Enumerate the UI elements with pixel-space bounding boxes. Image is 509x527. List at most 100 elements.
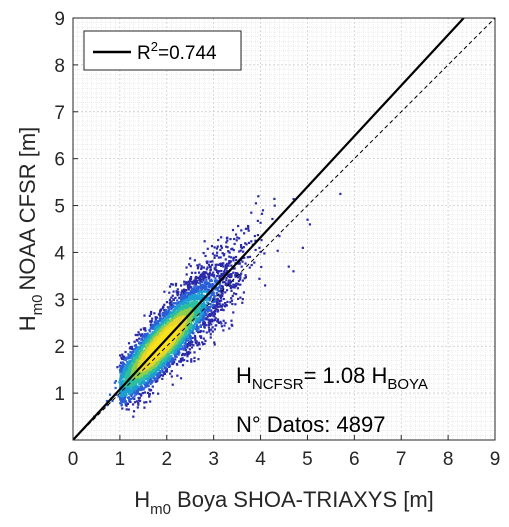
data-point xyxy=(166,340,169,344)
data-point xyxy=(193,322,196,326)
data-point xyxy=(165,300,169,304)
data-point xyxy=(151,392,155,395)
data-point xyxy=(193,325,196,328)
data-point xyxy=(205,268,208,271)
data-point xyxy=(139,382,143,385)
data-point xyxy=(141,333,144,337)
data-point xyxy=(214,288,217,291)
data-point xyxy=(128,392,131,395)
data-point xyxy=(220,291,223,294)
data-point xyxy=(147,380,151,384)
data-point xyxy=(150,321,153,324)
data-point xyxy=(194,275,198,279)
data-point xyxy=(231,286,235,289)
data-point xyxy=(173,302,176,305)
data-point xyxy=(214,266,217,269)
data-point xyxy=(211,304,215,307)
data-point xyxy=(201,283,205,286)
data-point xyxy=(193,298,196,301)
data-point xyxy=(219,264,223,268)
data-point xyxy=(120,367,123,370)
data-point xyxy=(212,271,215,274)
data-point xyxy=(205,317,208,320)
data-point xyxy=(190,317,193,320)
data-point xyxy=(209,318,213,321)
data-point xyxy=(116,366,119,369)
data-point xyxy=(171,305,175,309)
data-point xyxy=(163,335,166,338)
data-point xyxy=(199,318,202,321)
data-point xyxy=(225,236,229,240)
data-point xyxy=(253,234,256,238)
data-point xyxy=(194,297,197,301)
data-point xyxy=(228,251,231,254)
data-point xyxy=(234,255,238,259)
data-point xyxy=(207,323,211,326)
data-point xyxy=(208,279,211,282)
data-point xyxy=(225,245,228,248)
data-point xyxy=(139,328,143,331)
data-point xyxy=(164,320,167,324)
data-point xyxy=(170,354,173,358)
data-point xyxy=(233,283,237,287)
data-point xyxy=(154,318,157,321)
data-point xyxy=(233,292,236,295)
data-point xyxy=(163,342,167,345)
data-point xyxy=(209,292,212,295)
data-point xyxy=(239,296,242,299)
data-point xyxy=(171,383,174,386)
data-point xyxy=(177,353,180,356)
data-point xyxy=(240,272,243,275)
data-point xyxy=(221,287,224,290)
data-point xyxy=(278,235,281,238)
data-point xyxy=(157,313,160,316)
data-point xyxy=(114,379,118,383)
data-point xyxy=(203,240,206,243)
data-point xyxy=(214,286,217,290)
data-point xyxy=(199,282,202,285)
data-point xyxy=(190,360,193,363)
data-point xyxy=(219,275,222,278)
data-point xyxy=(144,334,148,337)
data-point xyxy=(199,306,202,310)
data-point xyxy=(209,260,212,263)
data-point xyxy=(197,341,200,344)
data-point xyxy=(146,339,150,343)
data-point xyxy=(137,399,141,402)
data-point xyxy=(156,345,159,348)
data-point xyxy=(187,337,190,340)
data-point xyxy=(214,317,217,320)
data-point xyxy=(159,314,162,317)
data-point xyxy=(149,327,152,330)
data-point xyxy=(189,297,193,300)
data-point xyxy=(160,373,163,377)
data-point xyxy=(222,262,225,265)
data-point xyxy=(151,335,154,339)
data-point xyxy=(144,327,147,330)
data-point xyxy=(199,279,202,282)
data-point xyxy=(167,322,171,325)
data-point xyxy=(213,299,216,303)
data-point xyxy=(111,399,114,403)
data-point xyxy=(143,391,146,394)
data-point xyxy=(130,394,133,398)
data-point xyxy=(161,370,164,374)
data-point xyxy=(162,372,166,375)
data-point xyxy=(235,282,238,285)
data-point xyxy=(141,349,144,352)
data-point xyxy=(193,356,196,360)
data-point xyxy=(209,266,212,269)
data-point xyxy=(194,338,197,342)
data-point xyxy=(127,342,131,345)
data-point xyxy=(133,361,136,364)
data-point xyxy=(161,337,164,340)
data-point xyxy=(148,314,151,318)
data-point xyxy=(241,298,244,301)
data-point xyxy=(233,286,236,289)
data-point xyxy=(143,314,146,317)
data-point xyxy=(136,377,139,380)
data-point xyxy=(129,397,132,401)
data-point xyxy=(210,328,213,331)
data-point xyxy=(287,265,290,268)
data-point xyxy=(236,276,240,279)
